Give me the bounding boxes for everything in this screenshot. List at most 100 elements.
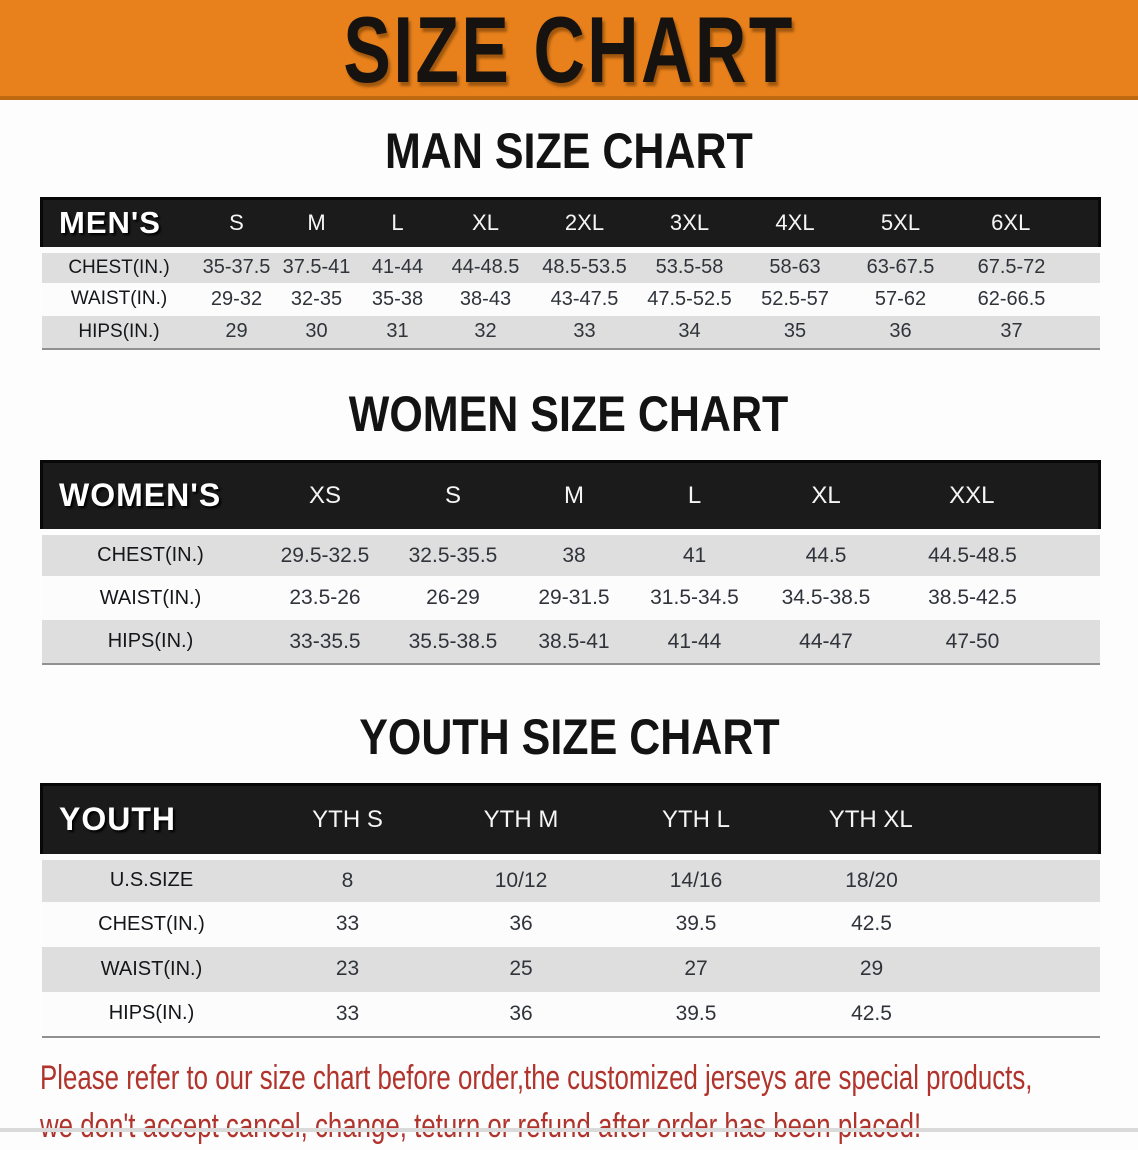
size-value-cell: 44-48.5 [451,256,520,278]
men-section-title-text: MAN SIZE CHART [385,123,753,179]
size-value-cell: 27 [684,957,708,980]
size-value-cell: 29-31.5 [538,586,610,609]
measurement-row: CHEST(IN.) 35-37.5 37.5-41 41-44 44-48.5 48.5… [41,249,1100,283]
size-value-cell: 63-67.5 [866,256,935,278]
disclaimer: Please refer to our size chart before or… [40,1054,1138,1150]
size-value-cell: 35.5-38.5 [390,620,516,665]
size-column-header: XXL [895,459,1101,535]
size-column-header: S [196,197,277,253]
size-value-cell: 44.5-48.5 [928,543,1017,567]
size-value-cell: 38.5-41 [515,620,633,665]
size-value-cell: 62-66.5 [977,287,1046,310]
size-column-header: XL [756,459,896,535]
size-value-cell: 35 [742,315,848,350]
size-value-cell: 36 [847,315,954,350]
size-value-cell: 36 [509,912,533,935]
size-value-cell: 29 [859,957,884,980]
size-value-cell: 41 [682,543,707,567]
size-value-cell: 53.5-58 [655,256,724,278]
row-label: CHEST(IN.) [68,256,170,278]
row-label: U.S.SIZE [109,869,194,891]
size-column-header: 2XL [532,197,637,253]
size-column-header: M [276,197,357,253]
size-value-cell: 31.5-34.5 [650,586,739,609]
size-value-cell: 37.5-41 [282,256,351,278]
size-value-cell: 57-62 [874,287,927,310]
row-label: CHEST(IN.) [98,912,205,935]
size-value-cell: 41-44 [371,256,424,278]
table-corner-label: WOMEN'S [40,459,260,535]
women-size-table: WOMEN'S XS S M L XL XXL CHEST(IN.) 29.5-32.5 32.5… [40,459,1101,665]
size-column-header: YTH L [608,783,784,860]
size-column-header: YTH M [433,783,609,860]
size-value-cell: 8 [341,868,354,892]
size-chart-banner: SIZE CHART [0,0,1138,100]
size-value-cell: 44.5 [805,543,847,567]
size-value-cell: 52.5-57 [761,287,829,310]
size-value-cell: 33 [261,991,434,1038]
men-size-table: MEN'S S M L XL 2XL 3XL 4XL 5XL 6XL CHEST(IN.) 35-37… [40,197,1101,350]
size-value-cell: 47.5-52.5 [647,287,732,310]
measurement-row: WAIST(IN.) 23.5-26 26-29 29-31.5 31.5-34.5 34… [41,576,1100,620]
size-value-cell: 37 [953,315,1100,350]
size-value-cell: 39.5 [608,991,784,1038]
size-value-cell: 38.5-42.5 [928,586,1017,609]
size-header-row: YOUTH YTH S YTH M YTH L YTH XL [40,783,1101,860]
size-column-header: YTH XL [783,783,1101,860]
row-label: CHEST(IN.) [97,544,204,566]
measurement-row: WAIST(IN.) 23 25 27 29 [41,946,1100,992]
size-column-header: 3XL [636,197,743,253]
size-value-cell: 35-38 [371,287,424,310]
measurement-row: WAIST(IN.) 29-32 32-35 35-38 38-43 43-47.5 47.… [41,282,1100,316]
size-value-cell: 33 [335,912,360,935]
size-value-cell: 29-32 [210,287,263,310]
row-label: HIPS(IN.) [41,315,197,350]
size-value-cell: 38 [562,543,586,567]
measurement-row: HIPS(IN.) 33 36 39.5 42.5 [41,991,1100,1038]
size-column-header: S [390,459,516,535]
measurement-row: HIPS(IN.) 29 30 31 32 33 34 35 36 37 [41,315,1100,350]
size-column-header: XS [259,459,391,535]
table-corner-label: MEN'S [40,197,197,253]
size-value-cell: 29.5-32.5 [280,543,370,567]
size-value-cell: 31 [356,315,439,350]
size-column-header: 4XL [742,197,848,253]
size-value-cell: 29 [196,315,277,350]
size-value-cell: 25 [509,957,533,980]
row-label: WAIST(IN.) [70,288,168,309]
size-value-cell: 36 [433,991,609,1038]
size-value-cell: 41-44 [632,620,757,665]
size-header-row: WOMEN'S XS S M L XL XXL [40,459,1101,535]
size-value-cell: 10/12 [494,868,548,892]
row-label: WAIST(IN.) [100,957,203,980]
measurement-row: CHEST(IN.) 33 36 39.5 42.5 [41,901,1100,947]
size-value-cell: 42.5 [851,912,892,935]
measurement-row: CHEST(IN.) 29.5-32.5 32.5-35.5 38 41 44.5 44.5… [41,532,1100,576]
row-label: WAIST(IN.) [99,586,202,609]
size-value-cell: 43-47.5 [550,287,619,310]
table-corner-label: YOUTH [40,783,262,860]
size-column-header: M [515,459,633,535]
size-column-header: L [632,459,757,535]
row-label: HIPS(IN.) [41,991,262,1038]
size-value-cell: 67.5-72 [977,256,1046,278]
youth-section-title-text: YOUTH SIZE CHART [358,709,780,765]
size-value-cell: 23.5-26 [289,586,361,609]
row-label: HIPS(IN.) [41,620,260,665]
youth-size-table: YOUTH YTH S YTH M YTH L YTH XL U.S.SIZE 8 10/12… [40,783,1101,1038]
size-value-cell: 33 [532,315,637,350]
size-value-cell: 42.5 [783,991,1100,1038]
size-column-header: 5XL [847,197,954,253]
size-value-cell: 32-35 [290,287,343,310]
youth-section-title: YOUTH SIZE CHART [0,711,1138,763]
size-value-cell: 14/16 [669,868,723,892]
size-value-cell: 26-29 [426,586,480,609]
size-value-cell: 18/20 [845,868,898,892]
size-value-cell: 39.5 [675,912,717,935]
size-column-header: L [356,197,439,253]
size-value-cell: 23 [335,957,360,980]
disclaimer-line-2: we don't accept cancel, change, teturn o… [40,1106,922,1145]
size-value-cell: 47-50 [895,620,1100,665]
banner-title: SIZE CHART [343,0,795,102]
size-value-cell: 34 [636,315,743,350]
